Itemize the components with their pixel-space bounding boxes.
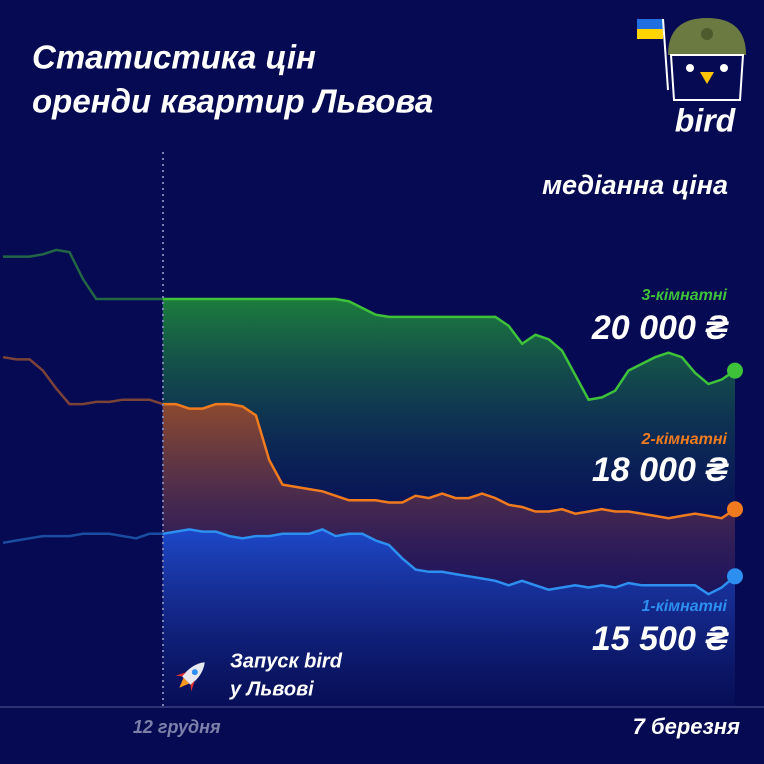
end-dot [727, 568, 743, 585]
line [3, 248, 163, 301]
line [162, 528, 736, 596]
annotation: Запуск bird [230, 650, 343, 672]
plot [2, 248, 743, 706]
legend-label: 1-кімнатні [641, 598, 727, 615]
x-tick-label: 12 грудня [133, 717, 221, 737]
logo: bird [675, 102, 737, 138]
subtitle: медіанна ціна [542, 170, 728, 200]
value-label: 20 000 ₴ [591, 309, 729, 347]
annotation: у Львові [229, 678, 314, 700]
value-label: 15 500 ₴ [592, 620, 729, 658]
x-tick-label: 7 березня [633, 714, 740, 739]
title-line: оренди квартир Львова [32, 83, 433, 120]
legend-label: 3-кімнатні [641, 287, 727, 304]
line [2, 355, 164, 406]
end-dot [727, 501, 743, 518]
rocket-icon [175, 662, 205, 692]
line [162, 297, 736, 402]
legend-label: 2-кімнатні [640, 431, 727, 448]
line [2, 532, 163, 545]
line [162, 402, 736, 520]
end-dot [727, 362, 743, 379]
title-line: Статистика цін [32, 39, 316, 76]
area [162, 529, 735, 706]
mascot [637, 18, 746, 101]
value-label: 18 000 ₴ [592, 451, 729, 489]
